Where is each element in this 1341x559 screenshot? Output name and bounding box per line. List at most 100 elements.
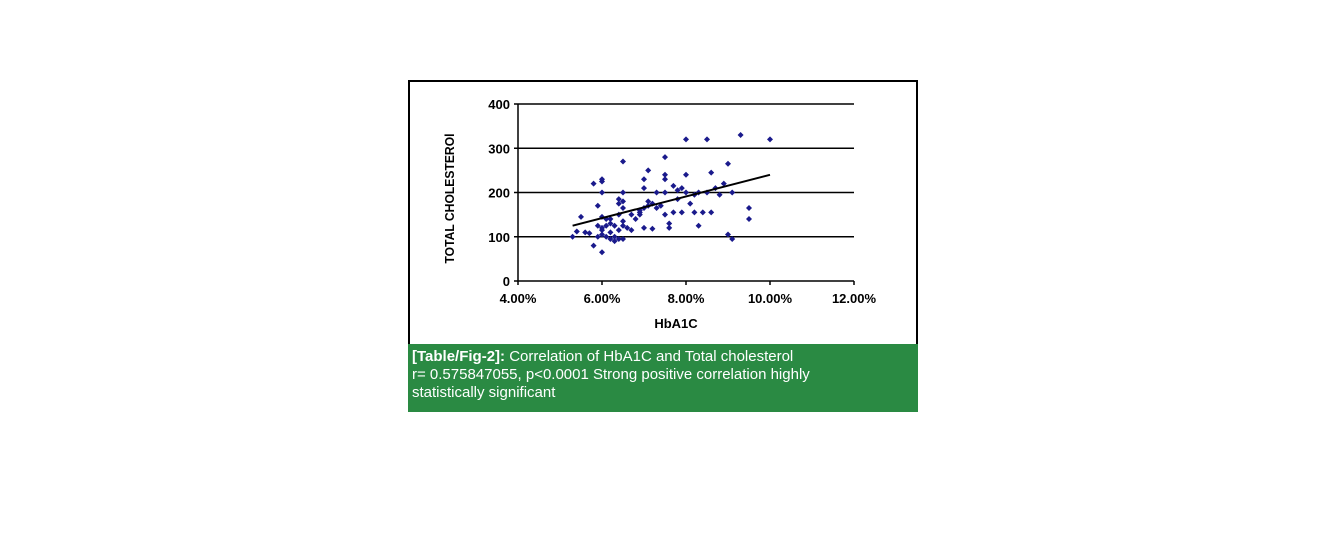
data-point	[691, 209, 698, 216]
data-point	[641, 224, 647, 231]
data-point	[746, 216, 752, 223]
data-point	[607, 235, 614, 242]
data-point	[737, 131, 744, 138]
figure: 0 100 200 300 400 4.00% 6.00% 8.00% 10.00% 12.00%…	[408, 80, 918, 412]
caption-title: Correlation of HbA1C and Total cholester…	[509, 348, 794, 365]
data-point	[594, 202, 601, 209]
data-point	[603, 233, 610, 240]
data-point	[569, 233, 576, 240]
data-point	[641, 185, 647, 192]
scatter-chart: 0 100 200 300 400 4.00% 6.00% 8.00% 10.00% 12.00%…	[442, 97, 876, 331]
data-point	[615, 235, 622, 242]
x-tick-label: 4.00%	[500, 291, 537, 306]
y-tick-label: 100	[488, 230, 510, 245]
data-point	[649, 225, 656, 232]
caption-line-2: r= 0.575847055, p<0.0001 Strong positive…	[412, 366, 810, 383]
data-point	[666, 224, 673, 231]
data-point	[607, 220, 614, 227]
data-point	[645, 198, 652, 205]
data-point	[662, 171, 668, 178]
data-point	[624, 224, 631, 231]
data-point	[620, 218, 626, 225]
data-point	[670, 209, 677, 216]
data-point	[674, 187, 681, 194]
data-point	[628, 211, 635, 218]
data-point	[620, 198, 626, 205]
data-point	[720, 180, 727, 187]
data-point	[716, 191, 723, 198]
y-tick-label: 400	[488, 97, 510, 112]
data-point	[582, 229, 589, 236]
data-point	[729, 235, 736, 242]
data-point	[599, 189, 605, 196]
data-point	[666, 220, 673, 227]
y-tick-label: 300	[488, 141, 510, 156]
data-point	[594, 233, 601, 240]
data-point	[620, 235, 626, 242]
data-point	[662, 189, 668, 196]
data-point	[620, 204, 626, 211]
data-point	[615, 196, 622, 203]
data-point	[590, 180, 597, 187]
data-point	[767, 136, 773, 143]
data-point	[708, 209, 715, 216]
data-point	[670, 182, 677, 189]
tick-labels: 0 100 200 300 400 4.00% 6.00% 8.00% 10.00% 12.00%	[488, 97, 876, 306]
caption-line-3: statistically significant	[412, 384, 556, 401]
data-point	[699, 209, 706, 216]
data-point	[599, 176, 605, 183]
data-point	[683, 136, 689, 143]
data-point	[657, 202, 664, 209]
data-point	[599, 249, 605, 256]
data-point	[641, 176, 647, 183]
data-point	[586, 230, 593, 237]
x-tick-label: 6.00%	[584, 291, 621, 306]
x-axis-label: HbA1C	[654, 316, 698, 331]
data-point	[662, 176, 668, 183]
gridlines	[518, 103, 854, 238]
data-point	[708, 169, 715, 176]
data-point	[573, 228, 580, 235]
data-point	[611, 238, 618, 245]
data-point	[611, 222, 618, 229]
trend-line	[572, 173, 771, 227]
data-point	[678, 209, 685, 216]
axes	[514, 103, 855, 285]
data-point	[653, 189, 660, 196]
data-point	[683, 189, 689, 196]
y-tick-label: 0	[503, 274, 510, 289]
data-point	[636, 211, 643, 218]
data-point	[578, 213, 584, 220]
data-point	[725, 160, 731, 167]
data-point	[725, 231, 731, 238]
data-point	[620, 158, 626, 165]
data-point	[615, 227, 622, 234]
data-point	[620, 222, 626, 229]
data-point	[695, 222, 702, 229]
x-tick-label: 12.00%	[832, 291, 877, 306]
data-point	[662, 154, 668, 161]
data-point	[628, 227, 635, 234]
data-point	[653, 204, 660, 211]
data-point	[599, 231, 605, 238]
data-point	[746, 204, 752, 211]
data-point	[704, 136, 710, 143]
data-point	[615, 200, 622, 207]
data-point	[607, 216, 614, 223]
x-tick-label: 10.00%	[748, 291, 793, 306]
data-point	[729, 189, 736, 196]
data-point	[620, 189, 626, 196]
data-point	[611, 233, 618, 240]
data-point	[645, 167, 652, 174]
data-point	[687, 200, 694, 207]
data-point	[594, 222, 601, 229]
y-tick-label: 200	[488, 186, 510, 201]
data-point	[632, 216, 639, 223]
chart-frame: 0 100 200 300 400 4.00% 6.00% 8.00% 10.00% 12.00%…	[408, 80, 918, 346]
data-point	[590, 242, 597, 249]
caption-label: [Table/Fig-2]:	[412, 348, 506, 365]
figure-caption: [Table/Fig-2]: Correlation of HbA1C and …	[408, 344, 918, 412]
y-axis-label: TOTAL CHOLESTEROl	[442, 134, 457, 264]
data-point	[607, 229, 614, 236]
data-point	[678, 185, 685, 192]
